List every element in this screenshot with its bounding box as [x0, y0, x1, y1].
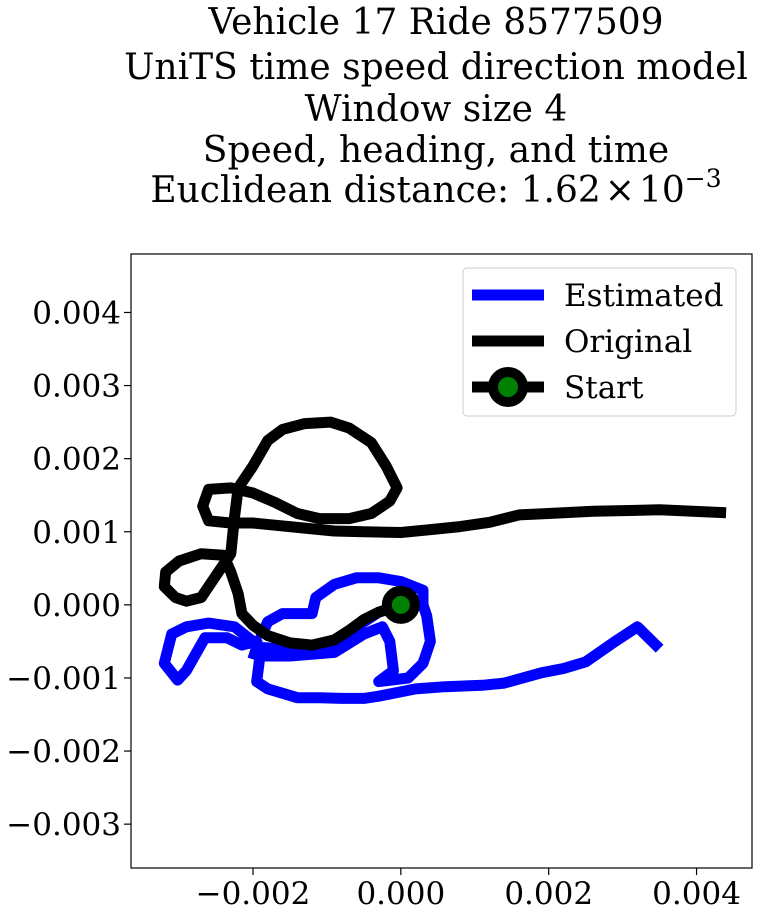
start-marker	[381, 585, 420, 624]
x-tick-label: 0.004	[652, 876, 741, 912]
title-line-3: Window size 4	[305, 89, 568, 130]
title-line-4: Speed, heading, and time	[203, 130, 669, 171]
x-axis: −0.002 0.000 0.002 0.004	[196, 868, 741, 912]
title-line-1: Vehicle 17 Ride 8577509	[207, 2, 663, 43]
y-axis: −0.003 −0.002 −0.001 0.000 0.001 0.002 0.003 0.…	[6, 295, 131, 843]
legend-label-estimated: Estimated	[564, 278, 723, 314]
legend-frame	[462, 267, 737, 417]
metric-label: Euclidean distance:	[150, 170, 520, 211]
y-tick-label: 0.002	[32, 442, 121, 478]
y-tick-label: −0.003	[6, 807, 121, 843]
metric-times: ×	[605, 170, 635, 211]
y-tick-label: 0.001	[32, 515, 121, 551]
chart-title: Vehicle 17 Ride 8577509 UniTS time speed…	[124, 2, 748, 211]
y-tick-label: −0.002	[6, 734, 121, 770]
series-estimated-path-1	[247, 572, 436, 688]
title-line-5-metric: Euclidean distance: 1.62 × 10−3	[150, 164, 721, 211]
legend-label-start: Start	[564, 370, 644, 406]
legend-swatch-start-marker	[488, 367, 528, 407]
title-line-2: UniTS time speed direction model	[124, 47, 748, 88]
metric-mantissa: 1.62	[521, 170, 601, 211]
x-tick-label: −0.002	[196, 876, 311, 912]
series-estimated-path-0	[158, 599, 664, 704]
x-tick-label: 0.002	[504, 876, 593, 912]
metric-exponent: −3	[685, 164, 722, 193]
y-tick-label: 0.003	[32, 369, 121, 405]
y-tick-label: −0.001	[6, 661, 121, 697]
y-tick-label: 0.000	[32, 588, 121, 624]
y-tick-label: 0.004	[32, 295, 121, 331]
legend-label-original: Original	[564, 324, 692, 360]
legend: Estimated Original Start	[462, 267, 737, 417]
series-layer	[158, 416, 727, 704]
x-tick-label: 0.000	[356, 876, 445, 912]
series-original-path-2	[158, 416, 727, 651]
metric-base: 10	[639, 170, 685, 211]
plot-frame	[130, 253, 753, 869]
